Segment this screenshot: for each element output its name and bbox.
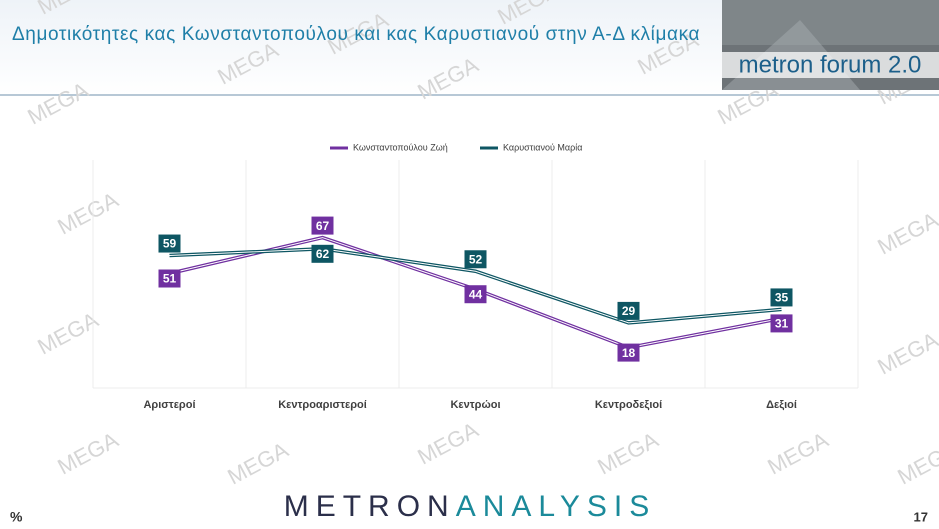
x-tick-label: Δεξιοί	[766, 399, 797, 411]
x-tick-label: Κεντροαριστεροί	[278, 399, 367, 411]
x-tick-label: Κεντρώοι	[450, 399, 500, 411]
value-label-box	[158, 234, 181, 253]
value-label: 44	[469, 287, 483, 301]
value-label: 29	[622, 304, 636, 318]
logo-left: METRON	[284, 490, 456, 523]
value-label: 59	[163, 237, 177, 251]
watermark: MEGA	[763, 427, 832, 480]
unit-label: %	[10, 509, 23, 525]
value-label-box	[464, 250, 487, 269]
slide-title: Δημοτικότητες κας Κωνσταντοπούλου και κα…	[12, 24, 700, 45]
value-label: 67	[316, 219, 330, 233]
logo-right: ANALYSIS	[456, 490, 657, 523]
badge-text: metron forum 2.0	[739, 51, 922, 78]
page-number: 17	[914, 509, 928, 524]
value-label: 31	[775, 317, 789, 331]
value-label: 35	[775, 291, 789, 305]
watermark: MEGA	[873, 327, 939, 380]
watermark: MEGA	[593, 427, 662, 480]
watermark: MEGA	[33, 307, 102, 360]
watermark: MEGA	[413, 417, 482, 470]
watermark: MEGA	[893, 437, 939, 490]
value-label: 52	[469, 252, 483, 266]
value-label-box	[770, 314, 793, 333]
legend-label: Καρυστιανού Μαρία	[503, 142, 582, 152]
value-label: 18	[622, 346, 636, 360]
watermark: MEGA	[223, 437, 292, 490]
series-line-highlight	[169, 248, 782, 324]
badge-strip	[722, 52, 939, 78]
value-label-box	[617, 301, 640, 320]
watermark: MEGA	[873, 207, 939, 260]
value-label: 51	[163, 272, 177, 286]
watermark: MEGA	[53, 187, 122, 240]
value-label: 62	[316, 247, 330, 261]
footer-logo: METRONANALYSIS	[284, 490, 657, 523]
value-label-box	[158, 269, 181, 288]
legend-label: Κωνσταντοπούλου Ζωή	[353, 142, 448, 152]
x-tick-label: Αριστεροί	[143, 399, 195, 411]
value-label-box	[311, 216, 334, 235]
value-label-box	[311, 244, 334, 263]
x-tick-label: Κεντροδεξιοί	[595, 399, 662, 411]
value-label-box	[770, 288, 793, 307]
value-label-box	[464, 285, 487, 304]
value-label-box	[617, 343, 640, 362]
watermark: MEGA	[53, 427, 122, 480]
chart: Αριστεροί Κεντροαριστεροί Κεντρώοι Κεντροδε…	[92, 142, 859, 411]
badge-photo-sky	[722, 0, 939, 45]
